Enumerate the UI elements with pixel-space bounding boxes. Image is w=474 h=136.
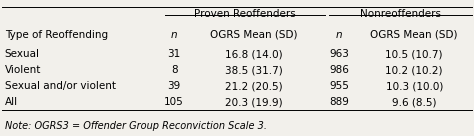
Text: 10.3 (10.0): 10.3 (10.0) [385,81,443,91]
Text: 20.3 (19.9): 20.3 (19.9) [225,97,283,107]
Text: 21.2 (20.5): 21.2 (20.5) [225,81,283,91]
Text: Sexual: Sexual [5,49,40,59]
Text: Nonreoffenders: Nonreoffenders [360,9,441,19]
Text: 9.6 (8.5): 9.6 (8.5) [392,97,437,107]
Text: Sexual and/or violent: Sexual and/or violent [5,81,116,91]
Text: 10.5 (10.7): 10.5 (10.7) [385,49,443,59]
Text: 955: 955 [329,81,349,91]
Text: 889: 889 [329,97,349,107]
Text: All: All [5,97,18,107]
Text: 10.2 (10.2): 10.2 (10.2) [385,65,443,75]
Text: 963: 963 [329,49,349,59]
Text: Proven Reoffenders: Proven Reoffenders [194,9,296,19]
Text: 8: 8 [171,65,177,75]
Text: OGRS Mean (SD): OGRS Mean (SD) [210,30,298,40]
Text: n: n [336,30,342,40]
Text: 39: 39 [167,81,181,91]
Text: Type of Reoffending: Type of Reoffending [5,30,108,40]
Text: 105: 105 [164,97,184,107]
Text: n: n [171,30,177,40]
Text: Note: OGRS3 = Offender Group Reconviction Scale 3.: Note: OGRS3 = Offender Group Reconvictio… [5,121,267,131]
Text: 986: 986 [329,65,349,75]
Text: Violent: Violent [5,65,41,75]
Text: 16.8 (14.0): 16.8 (14.0) [225,49,283,59]
Text: OGRS Mean (SD): OGRS Mean (SD) [371,30,458,40]
Text: 31: 31 [167,49,181,59]
Text: 38.5 (31.7): 38.5 (31.7) [225,65,283,75]
